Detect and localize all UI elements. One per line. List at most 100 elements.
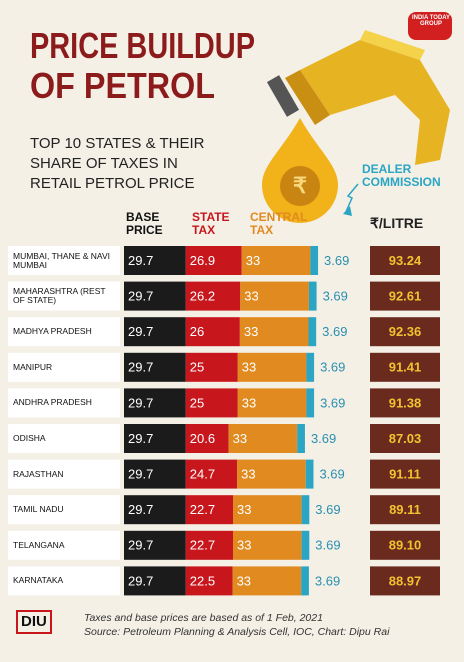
subtitle: TOP 10 STATES & THEIR xyxy=(30,135,205,152)
value-label: 3.69 xyxy=(319,467,344,482)
bar-segment xyxy=(237,459,306,489)
value-label: 25 xyxy=(190,395,204,410)
value-label: 29.7 xyxy=(128,431,153,446)
category-label: KARNATAKA xyxy=(13,575,64,586)
value-label: 3.69 xyxy=(320,395,345,410)
bar-segment xyxy=(239,317,309,347)
category-label: MUMBAI, THANE & NAVI MUMBAI xyxy=(13,250,110,270)
value-label: 3.69 xyxy=(315,538,340,553)
footnote: Taxes and base prices are based as of 1 … xyxy=(84,612,323,624)
category-label: RAJASTHAN xyxy=(13,468,64,479)
bar-segment xyxy=(124,388,186,418)
bar-segment xyxy=(124,424,186,453)
bar-segment xyxy=(228,424,298,453)
series-header: STATE TAX xyxy=(192,210,230,237)
bar-segment xyxy=(301,495,310,525)
logo: DIU xyxy=(16,610,52,634)
value-label: 3.69 xyxy=(315,502,340,517)
bar-segment xyxy=(124,246,186,275)
value-label: 24.7 xyxy=(190,467,215,482)
total-label: 91.11 xyxy=(389,467,421,482)
value-label: 29.7 xyxy=(128,395,153,410)
category-label: MAHARASHTRA (REST OF STATE) xyxy=(13,286,106,306)
bar-segment xyxy=(124,566,186,596)
value-label: 25 xyxy=(190,360,204,375)
bar-segment xyxy=(185,388,238,418)
category-label: ODISHA xyxy=(13,433,46,444)
category-label: TAMIL NADU xyxy=(13,504,64,515)
value-label: 3.69 xyxy=(322,324,347,339)
bar-segment xyxy=(185,459,238,489)
bar-segment xyxy=(241,246,311,275)
total-label: 92.36 xyxy=(389,324,422,339)
bar-segment xyxy=(124,459,186,489)
value-label: 22.5 xyxy=(190,573,215,588)
nozzle-illustration: ₹ xyxy=(262,12,452,223)
bar-segment xyxy=(306,388,315,418)
value-label: 29.7 xyxy=(128,538,153,553)
bar-segment xyxy=(185,424,229,453)
category-box xyxy=(8,281,120,311)
bar-segment xyxy=(232,530,302,560)
value-label: 33 xyxy=(242,395,256,410)
value-label: 33 xyxy=(237,573,251,588)
category-box xyxy=(8,352,120,382)
category-box xyxy=(8,424,120,453)
value-label: 33 xyxy=(244,289,258,304)
value-label: 29.7 xyxy=(128,502,153,517)
value-label: 29.7 xyxy=(128,253,153,268)
value-label: 29.7 xyxy=(128,289,153,304)
bar-segment xyxy=(185,352,238,382)
value-label: 22.7 xyxy=(190,502,215,517)
total-label: 89.10 xyxy=(389,538,422,553)
value-label: 26 xyxy=(190,324,204,339)
category-box xyxy=(8,317,120,347)
value-label: 33 xyxy=(242,360,256,375)
bar-segment xyxy=(124,530,186,560)
bar-segment xyxy=(237,352,307,382)
bar-segment xyxy=(301,530,310,560)
value-label: 29.7 xyxy=(128,573,153,588)
bar-segment xyxy=(185,317,240,347)
total-label: 88.97 xyxy=(389,573,422,588)
total-box xyxy=(370,317,440,347)
value-label: 3.69 xyxy=(311,431,336,446)
total-box xyxy=(370,495,440,525)
total-box xyxy=(370,281,440,311)
bar-segment xyxy=(308,317,317,347)
series-header: DEALER COMMISSION xyxy=(362,162,441,189)
value-label: 26.9 xyxy=(190,253,215,268)
bar-segment xyxy=(185,530,233,560)
value-label: 3.69 xyxy=(315,573,340,588)
total-label: 91.41 xyxy=(389,360,422,375)
series-header: BASE PRICE xyxy=(126,210,163,237)
bar-segment xyxy=(232,495,302,525)
bar-segment xyxy=(240,281,309,311)
value-label: 3.69 xyxy=(320,360,345,375)
value-label: 33 xyxy=(241,467,255,482)
subtitle: RETAIL PETROL PRICE xyxy=(30,175,194,192)
brand: INDIA TODAY GROUP xyxy=(411,15,451,28)
value-label: 29.7 xyxy=(128,324,153,339)
total-label: 92.61 xyxy=(389,289,422,304)
total-label: 89.11 xyxy=(389,502,421,517)
total-label: 93.24 xyxy=(389,253,422,268)
bar-segment xyxy=(310,246,319,275)
value-label: 26.2 xyxy=(190,289,215,304)
series-header: CENTRAL TAX xyxy=(250,210,308,237)
category-box xyxy=(8,246,120,275)
bar-segment xyxy=(124,317,186,347)
chart-title: OF PETROL xyxy=(30,65,215,106)
total-box xyxy=(370,459,440,489)
category-box xyxy=(8,566,120,596)
category-label: ANDHRA PRADESH xyxy=(13,397,92,408)
value-label: 33 xyxy=(244,324,258,339)
bar-segment xyxy=(124,352,186,382)
subtitle: SHARE OF TAXES IN xyxy=(30,155,178,172)
bar-segment xyxy=(306,352,315,382)
bar-segment xyxy=(185,281,241,311)
bar-segment xyxy=(185,246,242,275)
total-box xyxy=(370,246,440,275)
bar-segment xyxy=(185,495,233,525)
category-label: TELANGANA xyxy=(13,539,65,550)
